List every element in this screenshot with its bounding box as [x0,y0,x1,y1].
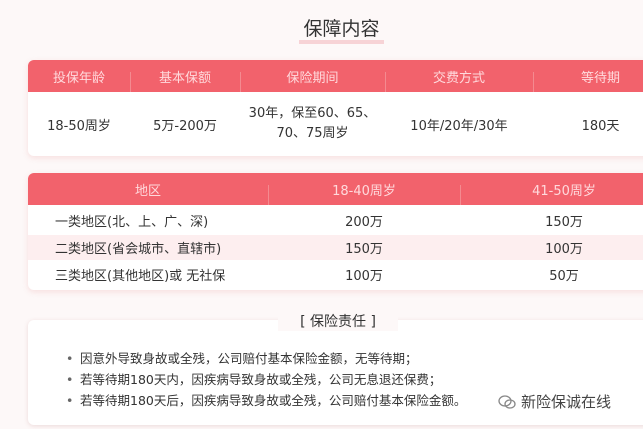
region-amount-table: 地区 18-40周岁 41-50周岁 一类地区(北、上、广、深) 200万 15… [28,173,643,290]
cell: 200万 [345,214,383,230]
header-cell: 保险期间 [240,67,385,92]
cell: 三类地区(其他地区)或 无社保 [55,268,226,284]
duty-list: 因意外导致身故或全残，公司赔付基本保险金额，无等待期； 若等待期180天内，因疾… [80,348,466,411]
table-row: 三类地区(其他地区)或 无社保 100万 50万 [28,260,643,288]
wechat-icon [498,394,516,409]
header-cell: 交费方式 [385,67,533,92]
table-header: 投保年龄 基本保额 保险期间 交费方式 等待期 [28,60,643,92]
cell: 150万 [345,242,383,257]
duty-title: [ 保险责任 ] [278,311,398,331]
cell: 50万 [549,268,579,284]
cell: 100万 [545,242,583,257]
table-row: 一类地区(北、上、广、深) 200万 150万 [28,205,643,235]
list-item: 若等待期180天后，因疾病导致身故或全残，公司赔付基本保险金额。 [80,390,466,411]
coverage-table: 投保年龄 基本保额 保险期间 交费方式 等待期 18-50周岁 5万-200万 … [28,60,643,156]
table-header: 地区 18-40周岁 41-50周岁 [28,173,643,205]
cell: 30年，保至60、65、70、75周岁 [248,106,377,141]
cell: 18-50周岁 [47,118,111,134]
cell: 100万 [345,268,383,284]
header-cell: 41-50周岁 [460,180,643,205]
header-cell: 18-40周岁 [268,180,460,205]
cell: 5万-200万 [153,118,217,134]
header-cell: 投保年龄 [52,70,105,86]
table-row: 二类地区(省会城市、直辖市) 150万 100万 [28,235,643,260]
cell: 180天 [581,118,620,134]
table-row: 18-50周岁 5万-200万 30年，保至60、65、70、75周岁 10年/… [28,92,643,156]
cell: 一类地区(北、上、广、深) [55,214,209,230]
header-cell: 基本保额 [130,67,240,92]
cell: 150万 [545,214,583,230]
header-cell: 地区 [134,183,161,199]
watermark: 新险保诚在线 [497,391,611,412]
cell: 二类地区(省会城市、直辖市) [55,242,222,257]
insurance-duty-box: [ 保险责任 ] 因意外导致身故或全残，公司赔付基本保险金额，无等待期； 若等待… [28,311,643,425]
list-item: 因意外导致身故或全残，公司赔付基本保险金额，无等待期； [80,348,466,369]
header-cell: 等待期 [533,67,643,92]
list-item: 若等待期180天内，因疾病导致身故或全残，公司无息退还保费； [80,369,466,390]
cell: 10年/20年/30年 [410,118,508,134]
page-title: 保障内容 [0,18,643,44]
